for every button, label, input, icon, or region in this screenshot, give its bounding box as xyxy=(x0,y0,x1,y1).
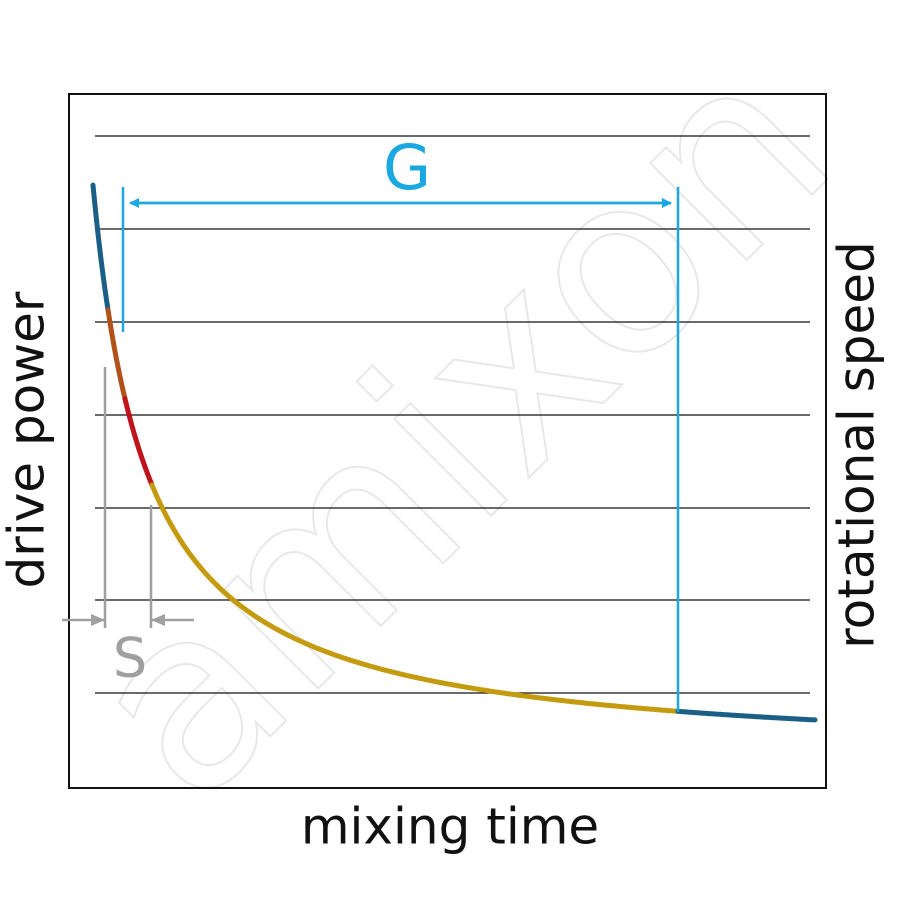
g-label: G xyxy=(383,131,431,204)
curve-segment xyxy=(90,182,111,313)
curve-segment xyxy=(105,307,128,402)
x-axis-label: mixing time xyxy=(301,798,599,856)
y-axis-label: drive power xyxy=(0,291,56,588)
curve-segment xyxy=(122,396,155,488)
g-annotation xyxy=(121,187,680,712)
curve xyxy=(90,182,818,723)
curve-segment xyxy=(675,708,818,723)
frame xyxy=(68,93,827,789)
s-annotation xyxy=(62,367,194,628)
y2-axis-label: rotational speed xyxy=(828,241,886,649)
curve-segment xyxy=(149,482,681,714)
s-label: S xyxy=(113,627,147,690)
watermark: amixon xyxy=(30,0,885,855)
grid-lines xyxy=(95,135,810,694)
